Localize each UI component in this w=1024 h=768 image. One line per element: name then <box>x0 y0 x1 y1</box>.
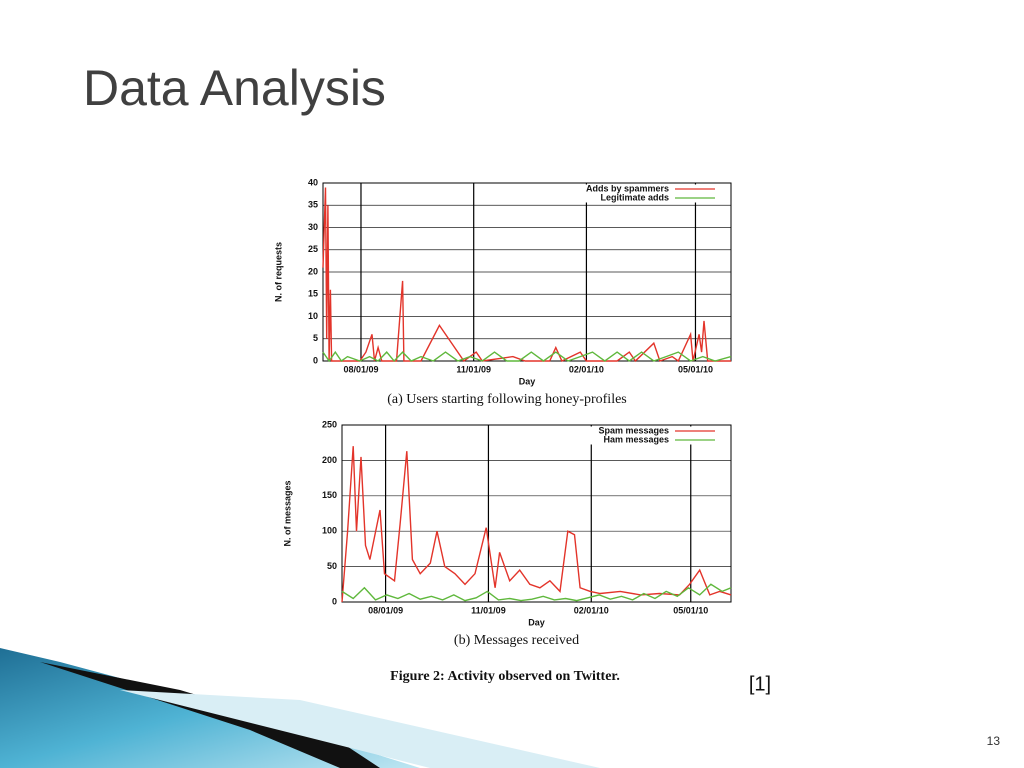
y-tick-label: 25 <box>308 244 318 254</box>
legend-bg <box>551 435 727 445</box>
y-tick-label: 35 <box>308 200 318 210</box>
figure-caption: Figure 2: Activity observed on Twitter. <box>390 669 620 684</box>
x-tick-label: 05/01/10 <box>673 605 708 615</box>
legend-label: Spam messages <box>598 425 669 435</box>
legend-bg <box>551 184 727 194</box>
x-tick-label: 02/01/10 <box>569 364 604 374</box>
x-tick-label: 08/01/09 <box>368 605 403 615</box>
series-line <box>322 350 732 363</box>
x-tick-label: 08/01/09 <box>343 364 378 374</box>
x-tick-label: 11/01/09 <box>471 605 506 615</box>
legend-bg <box>551 426 727 436</box>
legend-label: Legitimate adds <box>600 192 669 202</box>
y-tick-label: 100 <box>322 526 337 536</box>
y-tick-label: 40 <box>308 177 318 187</box>
y-tick-label: 30 <box>308 222 318 232</box>
x-tick-label: 05/01/10 <box>678 364 713 374</box>
y-tick-label: 20 <box>308 266 318 276</box>
y-tick-label: 150 <box>322 490 337 500</box>
y-tick-label: 250 <box>322 419 337 429</box>
series-line <box>322 187 731 363</box>
series-line <box>341 446 732 603</box>
legend-bg <box>551 193 727 203</box>
slide-number: 13 <box>987 734 1001 748</box>
y-tick-label: 5 <box>313 333 318 343</box>
chart-caption: (a) Users starting following honey-profi… <box>387 392 627 407</box>
series-line <box>341 583 732 602</box>
x-axis-label: Day <box>528 617 545 627</box>
y-tick-label: 0 <box>313 355 318 365</box>
x-tick-label: 11/01/09 <box>456 364 491 374</box>
legend-label: Ham messages <box>603 434 669 444</box>
y-axis-label: N. of requests <box>273 242 283 302</box>
legend-label: Adds by spammers <box>586 183 669 193</box>
y-tick-label: 15 <box>308 289 318 299</box>
x-axis-label: Day <box>519 376 536 386</box>
y-tick-label: 50 <box>327 561 337 571</box>
x-tick-label: 02/01/10 <box>574 605 609 615</box>
y-tick-label: 10 <box>308 311 318 321</box>
citation: [1] <box>749 673 771 695</box>
chart-caption: (b) Messages received <box>454 633 579 648</box>
y-tick-label: 0 <box>332 596 337 606</box>
slide-title: Data Analysis <box>83 60 386 116</box>
y-axis-label: N. of messages <box>282 480 292 546</box>
decor-wedge <box>40 662 380 768</box>
decor-light <box>120 690 600 768</box>
plot-frame <box>341 424 732 603</box>
y-tick-label: 200 <box>322 455 337 465</box>
